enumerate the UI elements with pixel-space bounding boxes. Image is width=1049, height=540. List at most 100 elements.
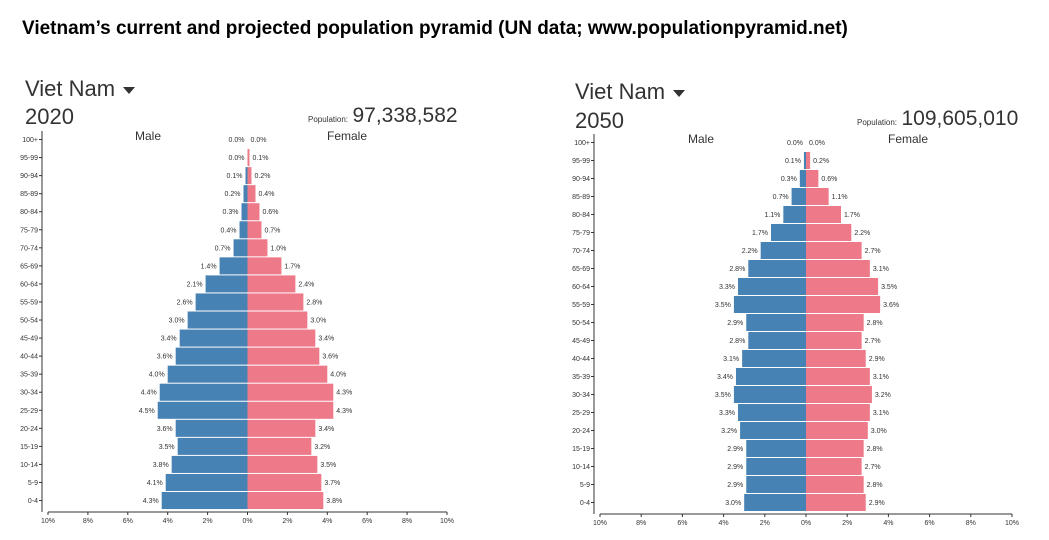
x-tick-label: 10% xyxy=(1005,520,1019,527)
age-group-label: 70-74 xyxy=(20,245,38,252)
age-group-label: 70-74 xyxy=(572,248,590,255)
female-bar xyxy=(247,203,260,221)
male-value-label: 2.1% xyxy=(187,281,203,288)
male-value-label: 2.2% xyxy=(742,248,758,255)
x-tick-label: 10% xyxy=(41,518,55,525)
female-bar xyxy=(806,224,852,241)
male-bar xyxy=(744,494,806,511)
female-value-label: 3.5% xyxy=(320,462,336,469)
female-bar xyxy=(247,293,304,311)
age-group-label: 30-34 xyxy=(20,390,38,397)
female-bar xyxy=(806,188,829,205)
age-group-label: 85-89 xyxy=(572,194,590,201)
caret-down-icon xyxy=(123,87,136,94)
male-value-label: 2.9% xyxy=(727,464,743,471)
x-tick-label: 8% xyxy=(83,518,93,525)
female-value-label: 2.8% xyxy=(867,482,883,489)
male-bar xyxy=(746,476,806,493)
male-value-label: 0.3% xyxy=(223,209,239,216)
female-label: Female xyxy=(888,132,929,146)
female-bar xyxy=(806,404,870,421)
x-tick-label: 2% xyxy=(842,520,852,527)
female-bar xyxy=(806,440,864,457)
male-bar xyxy=(205,275,248,293)
female-value-label: 3.4% xyxy=(318,336,334,343)
country-dropdown[interactable]: Viet Nam xyxy=(575,79,686,105)
female-value-label: 0.0% xyxy=(809,140,825,147)
male-bar xyxy=(735,368,806,385)
x-tick-label: 4% xyxy=(719,520,729,527)
x-tick-label: 8% xyxy=(402,518,412,525)
male-bar xyxy=(799,170,806,187)
age-group-label: 95-99 xyxy=(572,158,590,165)
female-bar xyxy=(247,221,262,239)
age-group-label: 100+ xyxy=(22,137,38,144)
female-bar xyxy=(806,260,870,277)
age-group-label: 10-14 xyxy=(572,464,590,471)
age-group-label: 60-64 xyxy=(572,284,590,291)
age-group-label: 95-99 xyxy=(20,155,38,162)
female-value-label: 3.5% xyxy=(881,284,897,291)
female-value-label: 3.1% xyxy=(873,266,889,273)
x-tick-label: 0% xyxy=(242,518,252,525)
male-value-label: 1.4% xyxy=(201,263,217,270)
age-group-label: 15-19 xyxy=(20,444,38,451)
male-value-label: 0.2% xyxy=(225,191,241,198)
male-bar xyxy=(167,365,248,383)
male-value-label: 0.1% xyxy=(785,158,801,165)
x-tick-label: 6% xyxy=(123,518,133,525)
male-value-label: 3.5% xyxy=(159,444,175,451)
x-tick-label: 6% xyxy=(677,520,687,527)
age-group-label: 80-84 xyxy=(572,212,590,219)
female-bar xyxy=(806,296,881,313)
male-value-label: 4.3% xyxy=(143,498,159,505)
female-bar xyxy=(247,185,256,203)
x-tick-label: 4% xyxy=(322,518,332,525)
male-value-label: 2.9% xyxy=(727,320,743,327)
country-name: Viet Nam xyxy=(25,76,116,101)
page-title: Vietnam’s current and projected populati… xyxy=(22,18,848,39)
female-value-label: 3.6% xyxy=(322,354,338,361)
country-dropdown[interactable]: Viet Nam xyxy=(25,76,136,102)
female-value-label: 3.8% xyxy=(326,498,342,505)
female-bar xyxy=(806,422,868,439)
female-value-label: 0.0% xyxy=(251,137,267,144)
female-value-label: 1.7% xyxy=(284,263,300,270)
population-label: Population: xyxy=(308,115,349,124)
male-value-label: 0.7% xyxy=(773,194,789,201)
male-value-label: 2.9% xyxy=(727,446,743,453)
female-bar xyxy=(247,492,324,510)
age-group-label: 0-4 xyxy=(580,500,590,507)
male-bar xyxy=(803,152,806,169)
male-value-label: 3.4% xyxy=(161,336,177,343)
female-value-label: 3.0% xyxy=(871,428,887,435)
male-bar xyxy=(770,224,806,241)
female-value-label: 1.0% xyxy=(270,245,286,252)
age-group-label: 65-69 xyxy=(572,266,590,273)
female-value-label: 0.2% xyxy=(813,158,829,165)
x-tick-label: 2% xyxy=(760,520,770,527)
female-bar xyxy=(247,455,318,473)
female-bar xyxy=(247,167,252,185)
male-bar xyxy=(243,185,248,203)
female-bar xyxy=(247,257,282,275)
female-value-label: 0.4% xyxy=(258,191,274,198)
x-tick-label: 8% xyxy=(966,520,976,527)
year-label: 2050 xyxy=(575,108,624,133)
female-bar xyxy=(806,152,811,169)
male-bar xyxy=(740,422,806,439)
male-bar xyxy=(733,296,806,313)
male-value-label: 0.4% xyxy=(221,227,237,234)
male-bar xyxy=(161,492,248,510)
male-bar xyxy=(157,401,248,419)
female-bar xyxy=(806,314,864,331)
x-tick-label: 10% xyxy=(440,518,454,525)
age-group-label: 85-89 xyxy=(20,191,38,198)
age-group-label: 45-49 xyxy=(20,336,38,343)
female-bar xyxy=(247,401,334,419)
age-group-label: 20-24 xyxy=(20,426,38,433)
male-bar xyxy=(179,329,248,347)
male-value-label: 4.4% xyxy=(141,390,157,397)
